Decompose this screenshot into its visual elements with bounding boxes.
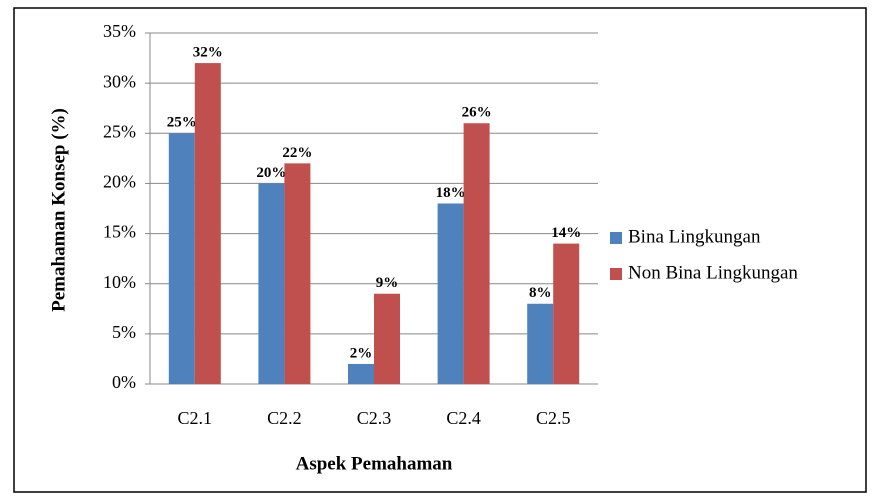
x-tick-label: C2.1 <box>178 408 213 428</box>
value-label: 2% <box>350 345 373 361</box>
x-tick-label: C2.4 <box>446 408 481 428</box>
legend-swatch <box>610 232 622 244</box>
legend-swatch <box>610 268 622 280</box>
y-tick-label: 35% <box>103 21 136 41</box>
y-tick-label: 25% <box>103 121 136 141</box>
y-tick-label: 20% <box>103 172 136 192</box>
value-label: 9% <box>376 275 399 291</box>
value-label: 20% <box>256 165 286 181</box>
y-tick-label: 5% <box>112 322 136 342</box>
legend-label: Bina Lingkungan <box>628 226 761 247</box>
x-tick-label: C2.5 <box>536 408 571 428</box>
value-label: 22% <box>282 145 312 161</box>
y-tick-label: 0% <box>112 372 136 392</box>
legend-label: Non Bina Lingkungan <box>628 262 798 283</box>
value-label: 18% <box>436 185 466 201</box>
bar <box>553 243 580 384</box>
x-tick-label: C2.3 <box>357 408 392 428</box>
value-label: 25% <box>167 115 197 131</box>
value-label: 32% <box>193 45 223 61</box>
bar <box>348 363 374 384</box>
x-axis-label: Aspek Pemahaman <box>296 453 453 474</box>
value-label: 26% <box>462 105 492 121</box>
y-tick-label: 15% <box>103 222 136 242</box>
x-tick-label: C2.2 <box>267 408 302 428</box>
y-axis-label: Pemahaman Konsep (%) <box>48 108 69 312</box>
value-label: 8% <box>529 285 552 301</box>
bar <box>527 303 554 384</box>
y-tick-label: 10% <box>103 272 136 292</box>
bar <box>437 203 464 384</box>
value-label: 14% <box>551 225 581 241</box>
bar <box>284 163 311 384</box>
y-tick-label: 30% <box>103 71 136 91</box>
bar <box>374 293 400 384</box>
bar <box>258 183 285 384</box>
bar <box>194 63 221 384</box>
bar <box>168 133 195 384</box>
bar <box>463 123 490 384</box>
